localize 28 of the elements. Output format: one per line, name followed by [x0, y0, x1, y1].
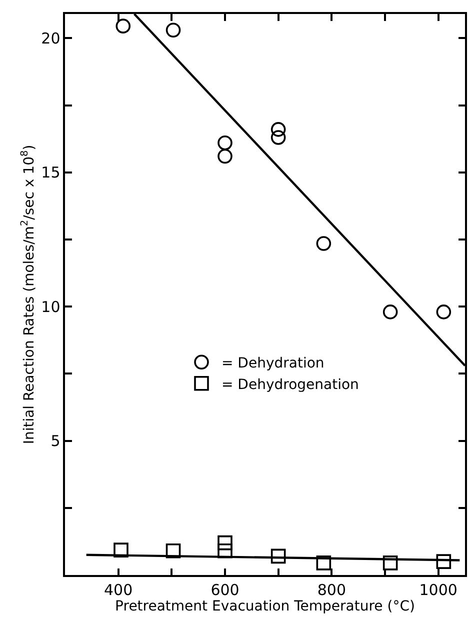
point: [166, 543, 181, 558]
y-tick-label: 5: [50, 432, 60, 450]
x-axis-title: Pretreatment Evacuation Temperature (°C): [115, 598, 415, 615]
point: [382, 556, 398, 570]
point: [116, 18, 131, 34]
x-tick-label: 800: [317, 580, 346, 599]
point: [114, 542, 128, 558]
point: [218, 543, 232, 558]
point: [166, 22, 181, 38]
point: [270, 548, 286, 564]
y-tick-label: 10: [41, 298, 60, 316]
point: [436, 304, 452, 320]
point: [316, 556, 332, 570]
legend-label: = Dehydration: [222, 356, 324, 372]
point: [382, 304, 398, 320]
legend-label: = Dehydrogenation: [222, 376, 359, 393]
point: [218, 148, 232, 164]
y-tick-label: 20: [41, 29, 60, 48]
x-tick-label: 1000: [419, 580, 458, 599]
y-tick-label: 15: [41, 164, 60, 182]
point: [270, 130, 286, 145]
x-tick-label: 600: [210, 580, 240, 599]
point: [270, 122, 286, 137]
point: [218, 535, 232, 550]
point: [218, 135, 232, 150]
point: [436, 554, 452, 569]
x-tick-label: 400: [104, 580, 133, 599]
point: [316, 236, 332, 251]
